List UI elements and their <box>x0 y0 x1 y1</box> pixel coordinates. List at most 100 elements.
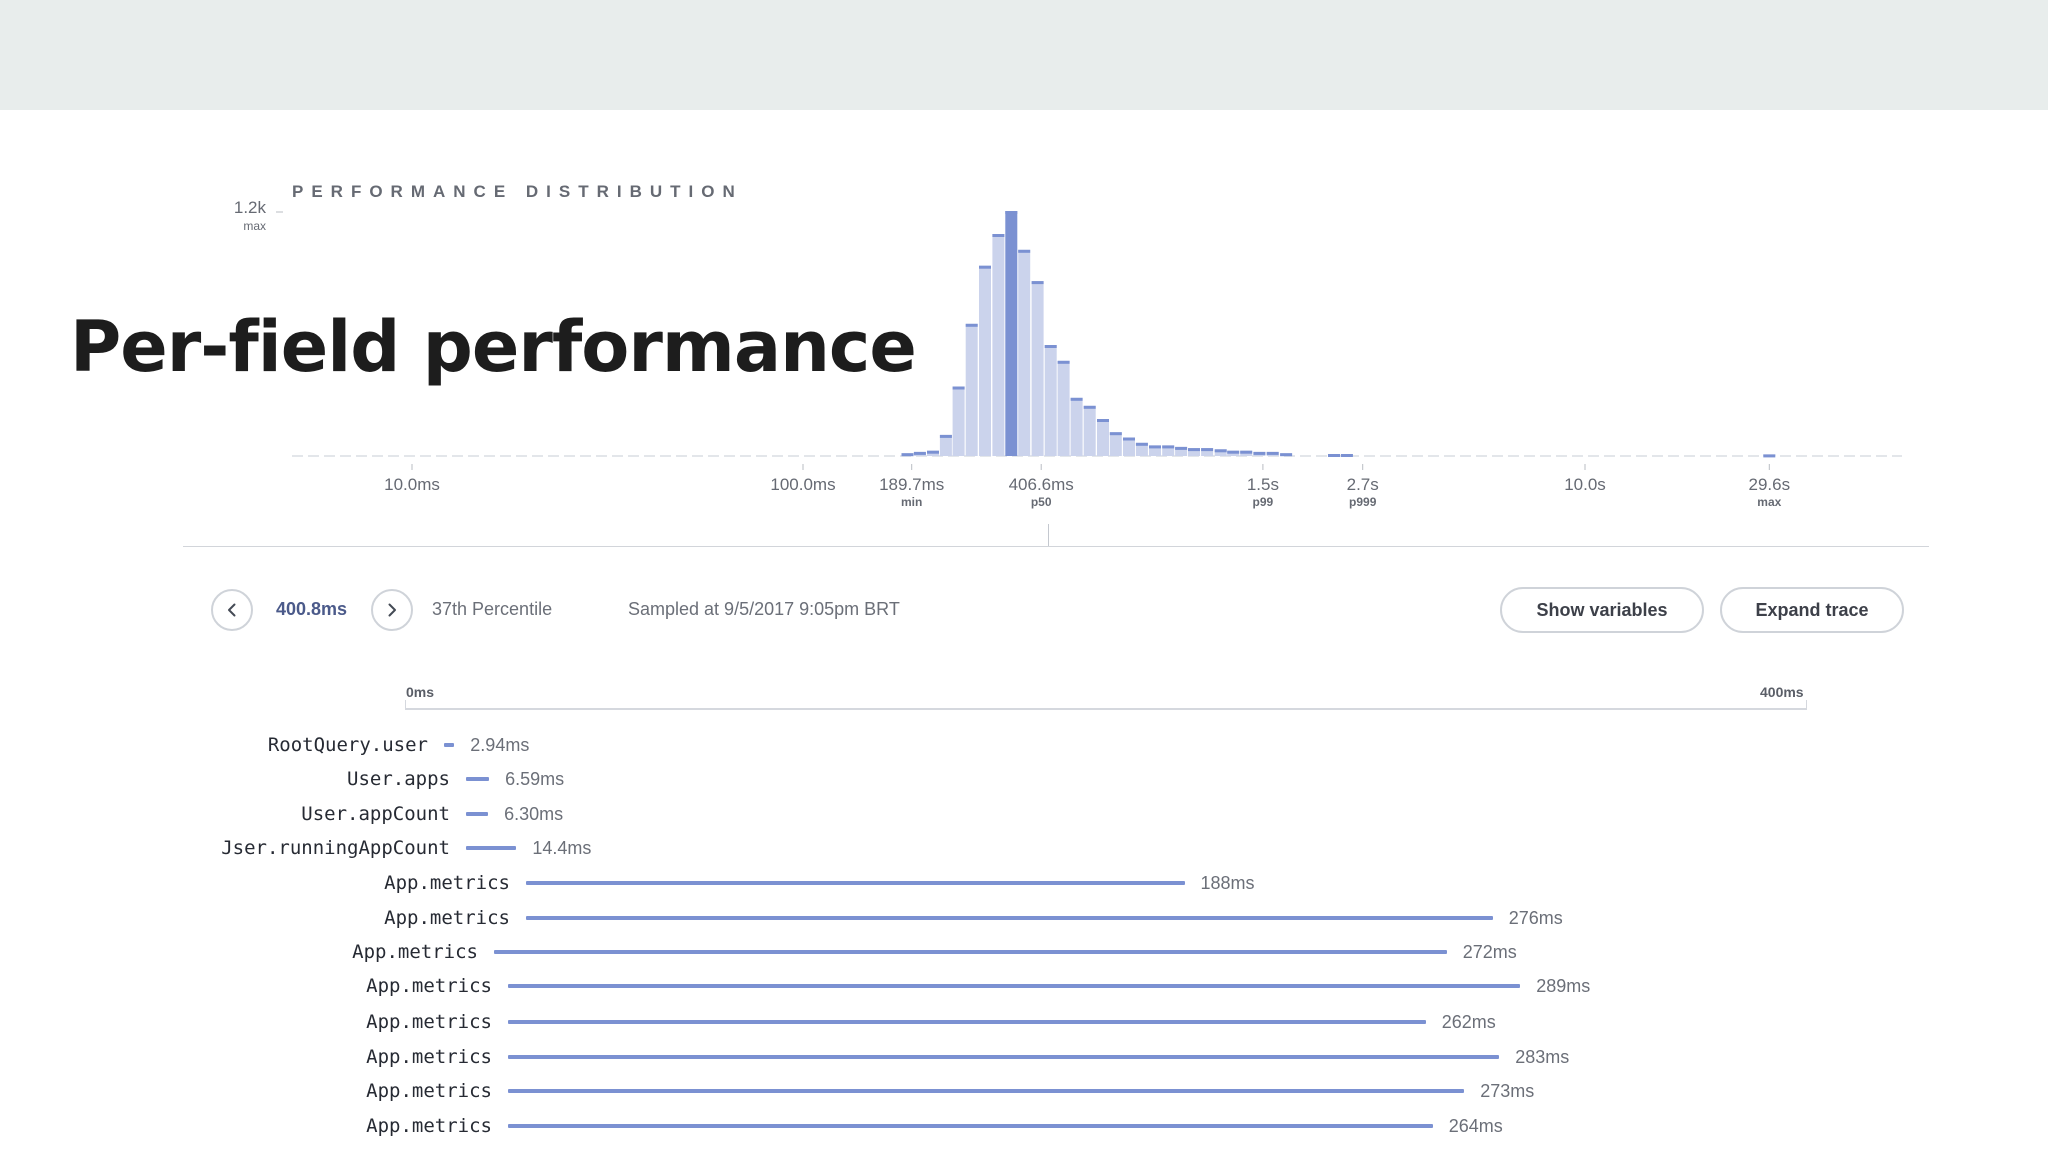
trace-duration-bar <box>508 1020 1426 1024</box>
trace-row[interactable]: App.metrics 273ms <box>0 1074 2048 1108</box>
chart-divider <box>183 546 1929 547</box>
trace-field-name: App.metrics <box>366 1115 492 1137</box>
trace-field-name: App.metrics <box>366 975 492 997</box>
histogram-bar[interactable] <box>1188 448 1200 456</box>
histogram-bar-cap <box>1266 451 1279 455</box>
histogram-bar-cap <box>1005 211 1018 214</box>
histogram-bar-cap <box>1240 450 1253 454</box>
trace-row[interactable]: Jser.runningAppCount 14.4ms <box>0 831 2048 865</box>
sampled-at: Sampled at 9/5/2017 9:05pm BRT <box>628 599 900 619</box>
histogram-bar-cap <box>1763 454 1776 458</box>
trace-duration-bar <box>508 1124 1433 1128</box>
chevron-right-icon <box>388 603 396 617</box>
histogram-bar-cap <box>1018 249 1031 253</box>
trace-duration-bar <box>508 1089 1465 1093</box>
histogram-bar[interactable] <box>1109 432 1122 456</box>
trace-field-name: RootQuery.user <box>267 734 428 756</box>
histogram-bar[interactable] <box>1097 419 1109 456</box>
histogram-bar-cap <box>952 386 965 390</box>
trace-duration-label: 6.59ms <box>505 769 565 789</box>
histogram-bar[interactable] <box>939 434 952 456</box>
trace-axis-start-tick <box>405 700 406 710</box>
trace-duration-label: 2.94ms <box>470 735 530 755</box>
trace-duration-bar <box>466 846 517 850</box>
histogram-bar[interactable] <box>1135 442 1148 456</box>
sample-percentile: 37th Percentile <box>432 599 553 619</box>
histogram-bar-cap <box>1188 448 1200 452</box>
x-tick-sublabel: p99 <box>1253 495 1274 509</box>
histogram-bar-cap <box>965 323 978 327</box>
previous-sample-button[interactable] <box>211 589 253 631</box>
trace-duration-label: 289ms <box>1536 976 1591 996</box>
histogram-bar[interactable] <box>979 265 991 456</box>
histogram-bar-cap <box>1097 419 1109 422</box>
trace-duration-label: 14.4ms <box>532 838 592 858</box>
trace-duration-bar <box>494 950 1447 954</box>
histogram-bar[interactable] <box>1123 437 1135 457</box>
trace-row[interactable]: RootQuery.user 2.94ms <box>0 728 2048 762</box>
performance-distribution-chart: PERFORMANCE DISTRIBUTION 1.2k max 10.0ms… <box>234 182 1902 509</box>
histogram-bar-cap <box>1280 453 1293 457</box>
trace-duration-label: 6.30ms <box>504 804 564 824</box>
trace-row[interactable]: App.metrics 276ms <box>0 901 2048 935</box>
chevron-left-icon <box>228 603 236 617</box>
histogram-bar-cap <box>1227 450 1240 454</box>
trace-duration-bar <box>466 777 490 781</box>
histogram-bar-cap <box>1083 405 1096 409</box>
histogram-bar[interactable] <box>965 323 978 456</box>
trace-row[interactable]: User.appCount 6.30ms <box>0 797 2048 831</box>
trace-row[interactable]: App.metrics 262ms <box>0 1005 2048 1039</box>
trace-duration-label: 272ms <box>1462 942 1517 962</box>
histogram-bar-cap <box>1214 449 1227 453</box>
histogram-bar-cap <box>1175 446 1188 450</box>
histogram-bar[interactable] <box>1149 445 1161 456</box>
next-sample-button[interactable] <box>371 589 413 631</box>
histogram-bar-cap <box>979 265 991 269</box>
trace-duration-label: 264ms <box>1448 1116 1503 1136</box>
histogram-bar-cap <box>1328 454 1340 457</box>
x-tick-label: 1.5s <box>1247 475 1279 494</box>
histogram-bar[interactable] <box>952 386 965 457</box>
histogram-bar-cap <box>1044 345 1057 348</box>
histogram-bar[interactable] <box>1018 249 1031 456</box>
x-tick-sublabel: max <box>1757 495 1781 509</box>
x-tick-label: 100.0ms <box>770 475 835 494</box>
x-tick-sublabel: p50 <box>1031 495 1052 509</box>
trace-duration-label: 276ms <box>1508 908 1563 928</box>
histogram-bar[interactable] <box>1175 446 1188 456</box>
histogram-bar[interactable] <box>1044 345 1057 456</box>
trace-field-name: App.metrics <box>366 1080 492 1102</box>
histogram-bar[interactable] <box>1201 448 1214 456</box>
trace-row[interactable]: App.metrics 289ms <box>0 969 2048 1003</box>
trace-duration-bar <box>526 916 1493 920</box>
histogram-bar[interactable] <box>1031 281 1044 456</box>
histogram-bar[interactable] <box>1070 397 1083 456</box>
histogram-bar-cap <box>1109 432 1122 436</box>
histogram-bar[interactable] <box>1005 211 1018 456</box>
trace-field-name: App.metrics <box>366 1011 492 1033</box>
histogram-bar[interactable] <box>1214 449 1227 456</box>
trace-row[interactable]: App.metrics 272ms <box>0 935 2048 969</box>
trace-duration-label: 283ms <box>1515 1047 1570 1067</box>
trace-field-name: App.metrics <box>352 941 478 963</box>
histogram-bar[interactable] <box>1162 445 1175 456</box>
trace-duration-label: 188ms <box>1200 873 1255 893</box>
trace-row[interactable]: App.metrics 188ms <box>0 866 2048 900</box>
selected-sample-marker <box>1048 524 1049 546</box>
show-variables-button[interactable]: Show variables <box>1500 587 1704 633</box>
histogram-bar[interactable] <box>992 234 1005 456</box>
y-max-sublabel: max <box>243 219 266 233</box>
trace-axis <box>405 708 1807 710</box>
trace-row[interactable]: App.metrics 264ms <box>0 1109 2048 1143</box>
histogram-bar[interactable] <box>1083 405 1096 456</box>
trace-row[interactable]: User.apps 6.59ms <box>0 762 2048 796</box>
histogram-bar-cap <box>913 451 926 455</box>
histogram-bar-cap <box>1123 437 1135 441</box>
expand-trace-button[interactable]: Expand trace <box>1720 587 1904 633</box>
histogram-bar[interactable] <box>1057 360 1070 456</box>
trace-axis-end-tick <box>1806 700 1807 710</box>
x-tick-label: 2.7s <box>1347 475 1379 494</box>
histogram-bar-cap <box>927 450 939 454</box>
trace-field-name: App.metrics <box>384 872 510 894</box>
trace-row[interactable]: App.metrics 283ms <box>0 1040 2048 1074</box>
